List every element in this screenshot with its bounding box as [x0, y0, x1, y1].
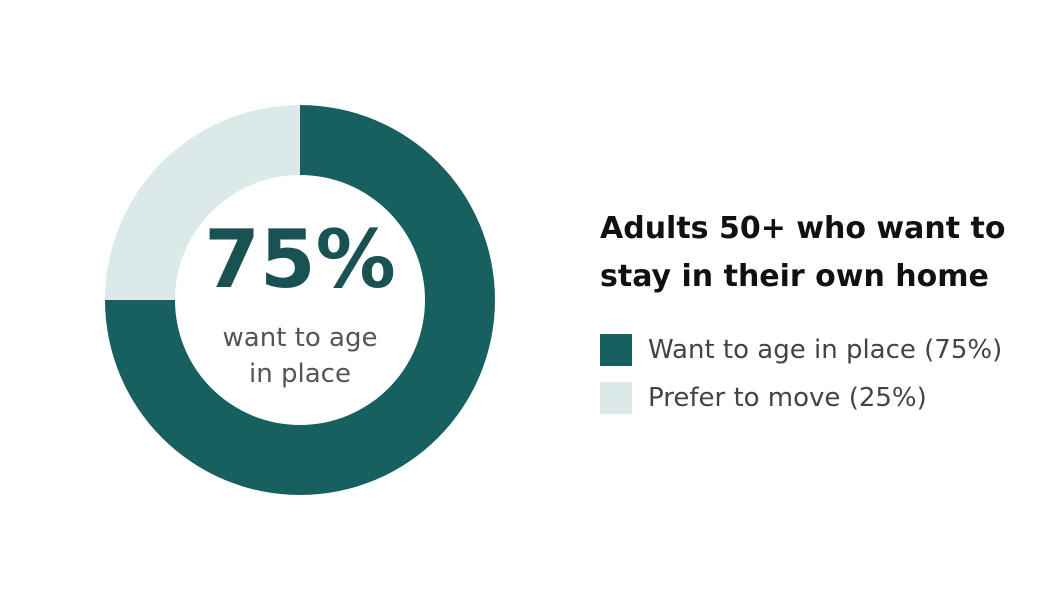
legend-label: Want to age in place (75%)	[648, 335, 1003, 365]
legend-label: Prefer to move (25%)	[648, 383, 927, 413]
center-value-label: 75%	[204, 213, 396, 306]
legend-swatch	[600, 334, 632, 366]
legend: Want to age in place (75%) Prefer to move…	[600, 326, 1002, 422]
donut-slice	[105, 105, 495, 495]
legend-item: Prefer to move (25%)	[600, 374, 1002, 422]
chart-title: Adults 50+ who want to stay in their own…	[600, 211, 1006, 294]
legend-item: Want to age in place (75%)	[600, 326, 1002, 374]
donut-slice	[105, 105, 300, 300]
legend-swatch	[600, 382, 632, 414]
center-text: want to age in place	[222, 323, 378, 389]
